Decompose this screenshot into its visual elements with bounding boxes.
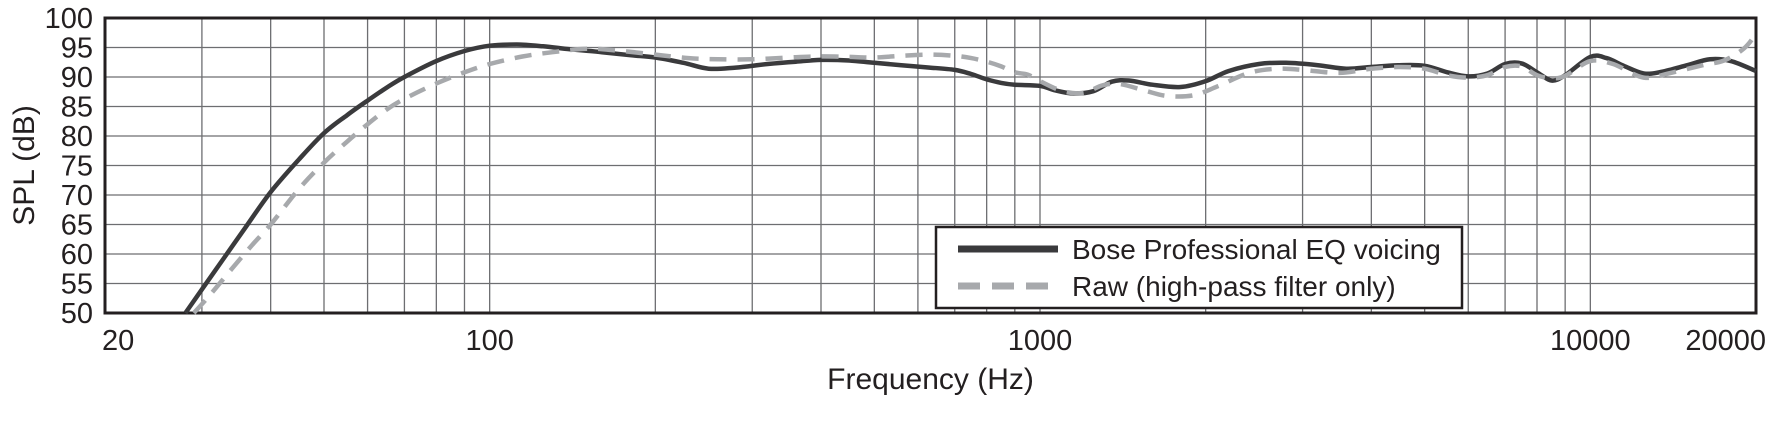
y-tick-label: 75 [61,151,93,183]
y-tick-label: 55 [61,269,93,301]
y-tick-label: 100 [45,3,93,35]
x-tick-label: 100 [465,325,513,357]
y-tick-label: 65 [61,210,93,242]
x-tick-label: 10000 [1550,325,1631,357]
y-tick-label: 85 [61,92,93,124]
y-tick-label: 95 [61,33,93,65]
plot-border [103,16,1758,315]
x-axis-title: Frequency (Hz) [827,363,1034,396]
legend-label-1: Raw (high-pass filter only) [1072,271,1396,302]
y-axis-title: SPL (dB) [8,105,41,226]
legend-box [934,225,1464,310]
legend-label-0: Bose Professional EQ voicing [1072,234,1441,265]
y-tick-label: 50 [61,298,93,330]
y-tick-label: 90 [61,62,93,94]
legend: Bose Professional EQ voicing Raw (high-pa… [934,225,1464,310]
y-tick-label: 60 [61,239,93,271]
x-tick-label: 20 [102,325,134,357]
series-line-1 [192,32,1758,315]
y-tick-label: 80 [61,121,93,153]
y-tick-label: 70 [61,180,93,212]
x-tick-label: 1000 [1008,325,1073,357]
x-tick-label: 20000 [1685,325,1766,357]
series-line-0 [183,42,1757,315]
